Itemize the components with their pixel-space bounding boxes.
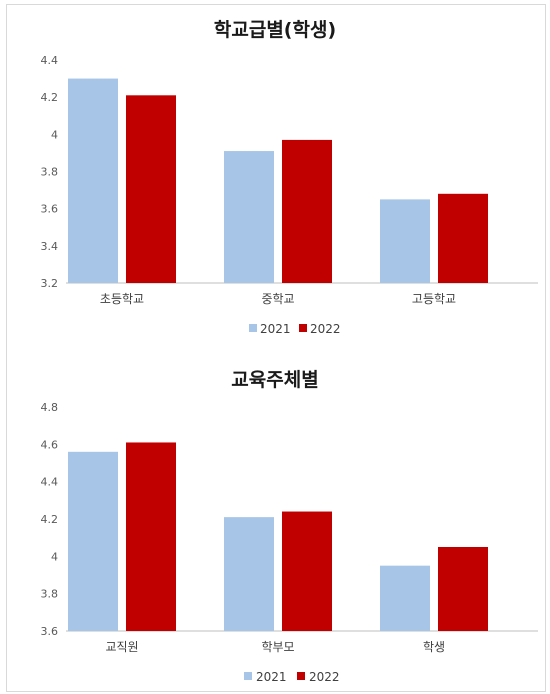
chart-1-y-tick: 3.2 (41, 277, 59, 290)
chart-1-category-label: 중학교 (261, 292, 294, 306)
chart-1-bar-2021-1 (68, 79, 118, 283)
chart-2-legend-label-2022: 2022 (309, 670, 340, 684)
chart-2-bar-2022-3 (438, 547, 488, 631)
chart-1-y-tick: 3.8 (41, 166, 59, 179)
chart-1-legend-label-2021: 2021 (260, 322, 291, 336)
chart-1-y-tick: 4 (51, 128, 58, 141)
chart-2: 교육주체별 3.6 3.8 4 4.2 4.4 4.6 4.8 교직원 학부모 학생 2021 … (41, 369, 539, 684)
chart-1-y-axis: 3.2 3.4 3.6 3.8 4 4.2 4.4 (41, 54, 59, 290)
chart-1-bar-2022-2 (282, 140, 332, 283)
chart-2-legend-label-2021: 2021 (256, 670, 287, 684)
chart-2-bars (68, 442, 488, 631)
chart-2-y-tick: 4.6 (41, 438, 59, 451)
chart-2-bar-2022-1 (126, 442, 176, 631)
chart-1-legend-swatch-2022 (299, 324, 307, 332)
chart-1-legend-label-2022: 2022 (310, 322, 341, 336)
chart-2-bar-2021-2 (224, 517, 274, 631)
chart-2-legend-swatch-2021 (244, 672, 252, 680)
chart-1-categories: 초등학교 중학교 고등학교 (100, 292, 456, 306)
chart-1-y-tick: 4.4 (41, 54, 59, 67)
chart-2-y-tick: 4.8 (41, 401, 59, 414)
chart-1: 학교급별(학생) 3.2 3.4 3.6 3.8 4 4.2 4.4 초등학교 중학교 고등학교… (41, 19, 539, 336)
chart-2-y-tick: 4.4 (41, 476, 59, 489)
chart-2-categories: 교직원 학부모 학생 (105, 640, 445, 654)
chart-2-legend-swatch-2022 (297, 672, 305, 680)
chart-1-legend: 2021 2022 (249, 322, 341, 336)
chart-2-y-axis: 3.6 3.8 4 4.2 4.4 4.6 4.8 (41, 401, 59, 638)
chart-1-title: 학교급별(학생) (214, 19, 336, 41)
chart-1-legend-swatch-2021 (249, 324, 257, 332)
chart-2-bar-2022-2 (282, 512, 332, 631)
chart-2-category-label: 교직원 (105, 640, 138, 654)
chart-1-bars (68, 79, 488, 283)
chart-2-y-tick: 3.6 (41, 625, 59, 638)
chart-2-y-tick: 4 (51, 550, 58, 563)
chart-2-y-tick: 3.8 (41, 588, 59, 601)
chart-1-category-label: 고등학교 (412, 292, 456, 306)
chart-1-y-tick: 4.2 (41, 91, 59, 104)
chart-1-y-tick: 3.4 (41, 240, 59, 253)
chart-2-legend: 2021 2022 (244, 670, 340, 684)
chart-1-bar-2021-3 (380, 199, 430, 283)
chart-1-category-label: 초등학교 (100, 292, 144, 306)
chart-2-bar-2021-3 (380, 566, 430, 631)
chart-1-bar-2022-3 (438, 194, 488, 283)
chart-2-bar-2021-1 (68, 452, 118, 631)
chart-1-y-tick: 3.6 (41, 203, 59, 216)
chart-2-category-label: 학생 (423, 640, 445, 654)
chart-1-bar-2021-2 (224, 151, 274, 283)
chart-2-title: 교육주체별 (231, 369, 318, 391)
chart-2-y-tick: 4.2 (41, 513, 59, 526)
chart-2-category-label: 학부모 (261, 640, 294, 654)
chart-1-bar-2022-1 (126, 95, 176, 283)
